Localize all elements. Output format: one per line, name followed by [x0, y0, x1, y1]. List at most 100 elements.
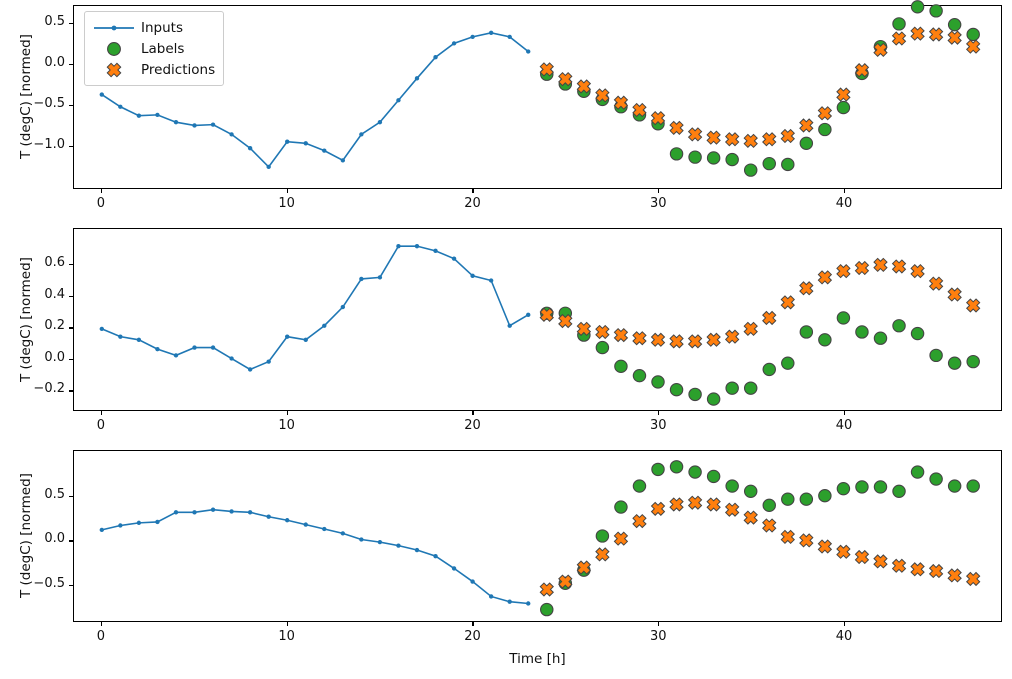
prediction-marker	[595, 547, 610, 562]
y-tick-label: 0.6	[44, 255, 65, 271]
label-marker	[595, 340, 610, 355]
label-marker	[966, 27, 980, 42]
inputs-point	[377, 275, 383, 280]
prediction-marker	[669, 120, 684, 136]
inputs-point	[136, 337, 142, 342]
inputs-point	[192, 510, 197, 515]
label-marker	[762, 498, 776, 513]
prediction-marker	[706, 497, 721, 512]
prediction-marker	[632, 331, 647, 346]
x-tick-mark	[286, 411, 288, 415]
y-axis-label-panel-1: T (degC) [normed]	[18, 34, 34, 159]
label-marker	[614, 500, 628, 514]
label-marker	[929, 4, 943, 18]
y-tick-mark	[69, 146, 73, 148]
inputs-point	[136, 520, 142, 526]
x-tick-label: 30	[649, 418, 667, 433]
label-marker	[799, 136, 814, 150]
inputs-point	[229, 356, 234, 361]
label-marker	[855, 325, 869, 339]
x-tick-mark	[844, 622, 846, 626]
label-marker	[892, 17, 906, 31]
label-marker	[725, 152, 739, 167]
plot-panel-1	[73, 0, 1002, 189]
label-marker	[743, 484, 758, 498]
label-marker	[781, 492, 795, 506]
prediction-marker	[558, 313, 573, 329]
inputs-point	[210, 122, 216, 127]
label-marker	[540, 602, 554, 617]
prediction-marker	[724, 329, 740, 344]
series-labels	[540, 460, 980, 617]
inputs-point	[507, 323, 512, 328]
y-tick-mark	[69, 327, 73, 329]
prediction-marker	[780, 128, 795, 144]
prediction-marker	[817, 270, 833, 285]
series-inputs	[99, 30, 531, 170]
inputs-point	[247, 146, 253, 151]
label-marker	[799, 492, 814, 506]
inputs-point	[247, 367, 253, 372]
x-tick-mark	[472, 189, 474, 193]
prediction-marker	[947, 287, 962, 302]
prediction-marker	[965, 39, 981, 54]
prediction-marker	[724, 132, 740, 147]
inputs-point	[322, 526, 327, 532]
inputs-point	[396, 543, 401, 548]
x-tick-mark	[658, 622, 660, 626]
inputs-point	[118, 104, 123, 109]
label-marker	[743, 163, 758, 177]
prediction-marker	[873, 554, 888, 569]
label-marker	[725, 381, 739, 395]
label-marker	[818, 333, 832, 347]
inputs-point	[285, 334, 290, 339]
legend-marker-line-dot-icon	[92, 18, 136, 38]
label-marker	[688, 465, 702, 479]
prediction-marker	[947, 568, 962, 583]
legend-marker-circle-icon	[92, 39, 136, 59]
legend-marker-x-cross-icon	[92, 60, 136, 80]
prediction-marker	[780, 295, 795, 310]
prediction-marker	[613, 95, 629, 110]
label-marker	[706, 469, 721, 484]
prediction-marker	[595, 324, 610, 340]
inputs-line	[101, 508, 529, 605]
prediction-marker	[632, 102, 647, 118]
prediction-marker	[650, 332, 666, 347]
legend-item-inputs: Inputs	[92, 17, 215, 38]
prediction-marker	[910, 26, 925, 41]
prediction-marker	[965, 571, 981, 587]
legend-item-predictions: Predictions	[92, 59, 215, 80]
prediction-marker	[687, 495, 703, 510]
label-marker	[947, 479, 962, 493]
prediction-marker	[650, 110, 666, 126]
y-tick-label: −0.5	[33, 575, 65, 591]
legend-item-labels: Labels	[92, 38, 215, 59]
label-marker	[836, 311, 851, 325]
inputs-point	[303, 522, 308, 527]
legend: Inputs Labels Predictions	[84, 11, 225, 86]
label-marker	[669, 460, 684, 474]
x-tick-label: 10	[278, 418, 295, 433]
prediction-marker	[965, 298, 981, 313]
x-tick-mark	[472, 622, 474, 626]
x-tick-label: 20	[464, 418, 481, 433]
label-marker	[651, 375, 665, 389]
prediction-marker	[687, 127, 703, 142]
x-tick-label: 20	[464, 629, 481, 644]
x-tick-label: 10	[278, 629, 295, 644]
prediction-marker	[762, 132, 777, 147]
inputs-point	[433, 553, 438, 559]
inputs-point	[229, 509, 234, 514]
inputs-point	[377, 539, 383, 545]
y-tick-label: −0.5	[33, 96, 65, 112]
inputs-point	[359, 132, 364, 137]
inputs-point	[451, 566, 457, 571]
inputs-point	[192, 123, 197, 128]
prediction-marker	[558, 71, 573, 87]
inputs-point	[192, 345, 197, 350]
prediction-marker	[632, 513, 647, 529]
series-predictions	[539, 495, 981, 597]
prediction-marker	[854, 63, 870, 78]
